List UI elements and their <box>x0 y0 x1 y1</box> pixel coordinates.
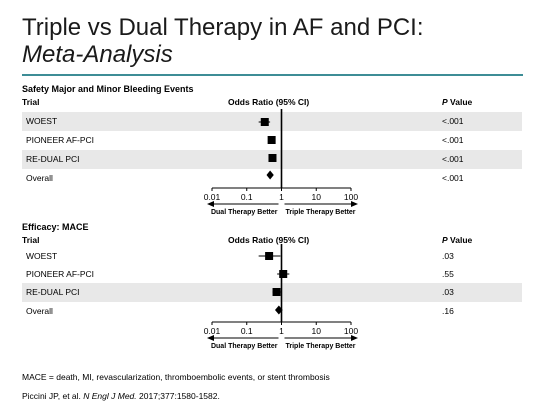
panel-title: Efficacy: MACE <box>22 222 89 232</box>
point-estimate-square <box>279 270 288 278</box>
p-rest: Value <box>447 235 473 245</box>
trial-name: PIONEER AF-PCI <box>26 269 95 279</box>
trial-name: Overall <box>26 173 53 183</box>
p-italic: P <box>442 235 448 245</box>
trial-name: RE-DUAL PCI <box>26 154 80 164</box>
x-tick-label: 0.01 <box>204 192 221 202</box>
col-header-p-value: P Value <box>442 235 472 245</box>
title-rule <box>22 74 523 76</box>
trial-name: WOEST <box>26 251 58 261</box>
col-header-p-value: P Value <box>442 97 472 107</box>
right-arrowhead <box>351 335 358 341</box>
table-row: WOEST .03 <box>22 247 522 266</box>
citation-authors: Piccini JP, et al. <box>22 391 84 401</box>
footnote: MACE = death, MI, revascularization, thr… <box>22 372 330 382</box>
trial-name: PIONEER AF-PCI <box>26 135 95 145</box>
p-value: .55 <box>442 269 454 279</box>
slide-title-main: Triple vs Dual Therapy in AF and PCI: <box>22 14 424 41</box>
citation: Piccini JP, et al. N Engl J Med. 2017;37… <box>22 391 220 401</box>
overall-diamond-marker <box>266 170 274 180</box>
x-tick-label: 0.1 <box>241 192 253 202</box>
x-tick-label: 0.01 <box>204 326 221 336</box>
citation-details: 2017;377:1580-1582. <box>136 391 220 401</box>
point-estimate-square <box>260 118 269 126</box>
p-value: <.001 <box>442 116 464 126</box>
table-row: Overall <.001 <box>22 169 522 188</box>
p-value: .16 <box>442 306 454 316</box>
triple-therapy-better-label: Triple Therapy Better <box>286 343 356 350</box>
left-arrowhead <box>207 335 214 341</box>
trial-name: RE-DUAL PCI <box>26 287 80 297</box>
x-tick-label: 100 <box>344 192 358 202</box>
x-tick-label: 10 <box>312 326 322 336</box>
x-tick-label: 10 <box>312 192 322 202</box>
overall-diamond-marker <box>274 305 283 315</box>
dual-therapy-better-label: Dual Therapy Better <box>211 343 278 350</box>
slide-title: Triple vs Dual Therapy in AF and PCI: Me… <box>22 14 424 68</box>
x-tick-label: 0.1 <box>241 326 253 336</box>
x-tick-label: 1 <box>279 326 284 336</box>
p-value: <.001 <box>442 154 464 164</box>
p-value: <.001 <box>442 135 464 145</box>
table-row: Overall .16 <box>22 302 522 321</box>
point-estimate-square <box>268 154 277 162</box>
trial-name: WOEST <box>26 116 58 126</box>
col-header-odds-ratio: Odds Ratio (95% CI) <box>228 235 310 245</box>
right-arrowhead <box>351 201 358 207</box>
x-tick-label: 100 <box>344 326 358 336</box>
triple-therapy-better-label: Triple Therapy Better <box>286 209 356 216</box>
slide-subtitle: Meta-Analysis <box>22 41 173 68</box>
dual-therapy-better-label: Dual Therapy Better <box>211 209 278 216</box>
p-value: .03 <box>442 251 454 261</box>
p-italic: P <box>442 97 448 107</box>
table-row: PIONEER AF-PCI <.001 <box>22 131 522 150</box>
trial-name: Overall <box>26 306 53 316</box>
table-row: RE-DUAL PCI .03 <box>22 283 522 302</box>
p-value: .03 <box>442 287 454 297</box>
col-header-trial: Trial <box>22 97 40 107</box>
table-row: WOEST <.001 <box>22 112 522 131</box>
panel-title: Safety Major and Minor Bleeding Events <box>22 84 194 94</box>
point-estimate-square <box>265 252 274 260</box>
p-rest: Value <box>447 97 473 107</box>
col-header-trial: Trial <box>22 235 40 245</box>
x-tick-label: 1 <box>279 192 284 202</box>
point-estimate-square <box>267 136 276 144</box>
p-value: <.001 <box>442 173 464 183</box>
col-header-odds-ratio: Odds Ratio (95% CI) <box>228 97 310 107</box>
citation-journal: N Engl J Med. <box>83 391 137 401</box>
left-arrowhead <box>207 201 214 207</box>
point-estimate-square <box>272 288 281 296</box>
table-row: PIONEER AF-PCI .55 <box>22 265 522 284</box>
